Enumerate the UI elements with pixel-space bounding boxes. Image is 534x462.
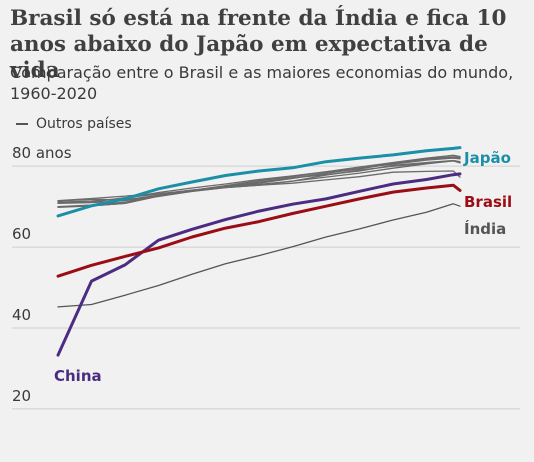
series-line-japao [56, 146, 462, 218]
series-line-outros-3 [57, 159, 461, 202]
series-label-china: China [54, 367, 102, 385]
series-line-india [57, 203, 461, 308]
legend-label-outros: Outros países [36, 116, 132, 132]
legend-line-swatch [16, 123, 28, 125]
series-label-japao: Japão [463, 149, 511, 167]
series-label-brasil: Brasil [464, 193, 512, 211]
chart-subtitle: Comparação entre o Brasil e as maiores e… [10, 63, 514, 103]
series-line-brasil [56, 183, 462, 278]
series-line-china [56, 172, 462, 357]
y-tick-label-80: 80 anos [12, 144, 72, 162]
series-line-outros-5 [57, 170, 461, 209]
series-label-india: Índia [464, 219, 506, 238]
y-tick-label-20: 20 [12, 387, 31, 405]
y-tick-label-60: 60 [12, 225, 31, 243]
y-tick-label-40: 40 [12, 306, 31, 324]
series-line-outros-1 [57, 160, 461, 205]
legend: Outros países [16, 116, 132, 132]
chart-title: Brasil só está na frente da Índia e fica… [10, 6, 507, 83]
